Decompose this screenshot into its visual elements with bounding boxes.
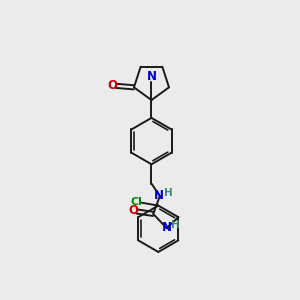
Text: H: H	[171, 220, 180, 230]
Text: O: O	[107, 79, 117, 92]
Text: Cl: Cl	[130, 197, 142, 207]
Text: N: N	[154, 189, 164, 202]
Text: H: H	[164, 188, 172, 197]
Text: N: N	[147, 70, 157, 83]
Text: N: N	[162, 221, 172, 234]
Text: O: O	[128, 204, 138, 218]
